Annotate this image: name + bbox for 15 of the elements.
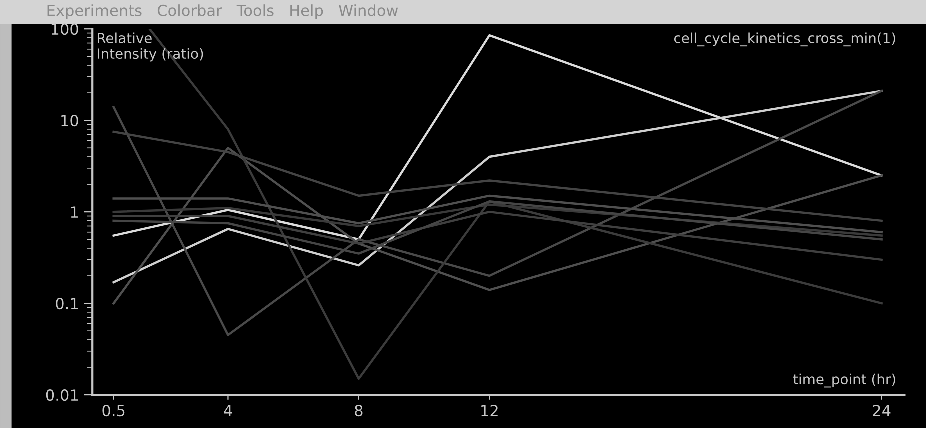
y-tick-label: 100: [52, 24, 78, 36]
x-tick-label: 8: [355, 405, 363, 417]
x-tick-label: 0.5: [102, 405, 125, 417]
chart-title: cell_cycle_kinetics_cross_min(1): [674, 32, 896, 47]
y-tick-label: 10: [62, 115, 78, 127]
y-tick-label: 0.01: [46, 390, 78, 402]
text: Experiments Colorbar Tools Help Window: [48, 4, 398, 20]
x-tick-label: 12: [482, 405, 498, 416]
x-axis-title: time_point (hr): [793, 374, 896, 388]
y-tick-label: 0.1: [56, 298, 78, 310]
x-tick-label: 24: [873, 405, 891, 416]
y-axis-title: Relative Intensity (ratio): [98, 32, 204, 62]
x-tick-label: 4: [224, 405, 232, 416]
line-series: [112, 90, 883, 336]
y-tick-label: 1: [71, 206, 78, 218]
